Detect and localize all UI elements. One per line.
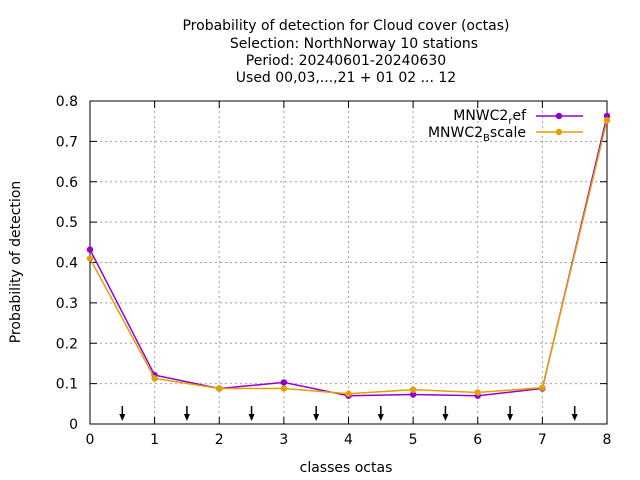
down-arrow-marker — [119, 406, 126, 421]
y-tick-label: 0.5 — [56, 215, 78, 231]
down-arrow-marker — [507, 406, 514, 421]
class-boundary-arrows — [119, 406, 578, 421]
y-tick-label: 0.8 — [56, 94, 78, 110]
y-tick-labels: 0 0.1 0.2 0.3 0.4 0.5 0.6 0.7 0.8 — [56, 94, 78, 433]
x-tick-labels: 0 1 2 3 4 5 6 7 8 — [86, 432, 612, 448]
data-point — [345, 390, 352, 397]
down-arrow-marker — [442, 406, 449, 421]
legend-label-1: MNWC2ref — [453, 108, 527, 127]
title-line-2: Selection: NorthNorway 10 stations — [230, 36, 478, 52]
grid-lines — [90, 101, 607, 424]
chart-title: Probability of detection for Cloud cover… — [182, 18, 509, 86]
x-tick-label: 5 — [409, 432, 418, 448]
x-tick-label: 0 — [86, 432, 95, 448]
x-tick-label: 6 — [473, 432, 482, 448]
y-axis-label: Probability of detection — [8, 181, 24, 344]
x-tick-label: 7 — [538, 432, 547, 448]
x-tick-label: 8 — [603, 432, 612, 448]
y-tick-label: 0.3 — [56, 296, 78, 312]
down-arrow-marker — [377, 406, 384, 421]
data-series — [86, 112, 611, 399]
data-point — [409, 391, 417, 398]
x-tick-label: 1 — [150, 432, 159, 448]
legend-label-2: MNWC2Bscale — [428, 125, 526, 144]
down-arrow-marker — [248, 406, 255, 421]
data-point — [409, 386, 417, 393]
data-point — [603, 112, 611, 120]
x-axis-label: classes octas — [300, 460, 393, 476]
legend-marker — [555, 128, 563, 136]
y-tick-label: 0.4 — [56, 256, 78, 272]
title-line-1: Probability of detection for Cloud cover… — [182, 18, 509, 34]
y-tick-label: 0 — [69, 417, 78, 433]
title-line-4: Used 00,03,...,21 + 01 02 ... 12 — [236, 70, 456, 86]
legend-marker — [555, 112, 563, 120]
y-tick-label: 0.2 — [56, 336, 78, 352]
data-point — [280, 385, 288, 392]
x-tick-label: 4 — [344, 432, 353, 448]
x-tick-label: 3 — [279, 432, 288, 448]
data-point — [539, 384, 546, 391]
down-arrow-marker — [313, 406, 320, 421]
data-point — [216, 385, 223, 392]
x-tick-label: 2 — [215, 432, 224, 448]
data-point — [603, 117, 611, 124]
down-arrow-marker — [571, 406, 578, 421]
data-point — [151, 375, 158, 382]
y-tick-label: 0.7 — [56, 134, 78, 150]
data-point — [280, 379, 288, 386]
data-point — [474, 389, 481, 396]
y-tick-label: 0.6 — [56, 175, 78, 191]
data-point — [86, 255, 94, 262]
y-tick-label: 0.1 — [56, 377, 78, 393]
legend: MNWC2ref MNWC2Bscale — [428, 108, 583, 144]
data-point — [86, 246, 94, 253]
down-arrow-marker — [183, 406, 190, 421]
axis-ticks — [89, 100, 608, 425]
series-2 — [86, 117, 611, 397]
title-line-3: Period: 20240601-20240630 — [246, 53, 446, 69]
